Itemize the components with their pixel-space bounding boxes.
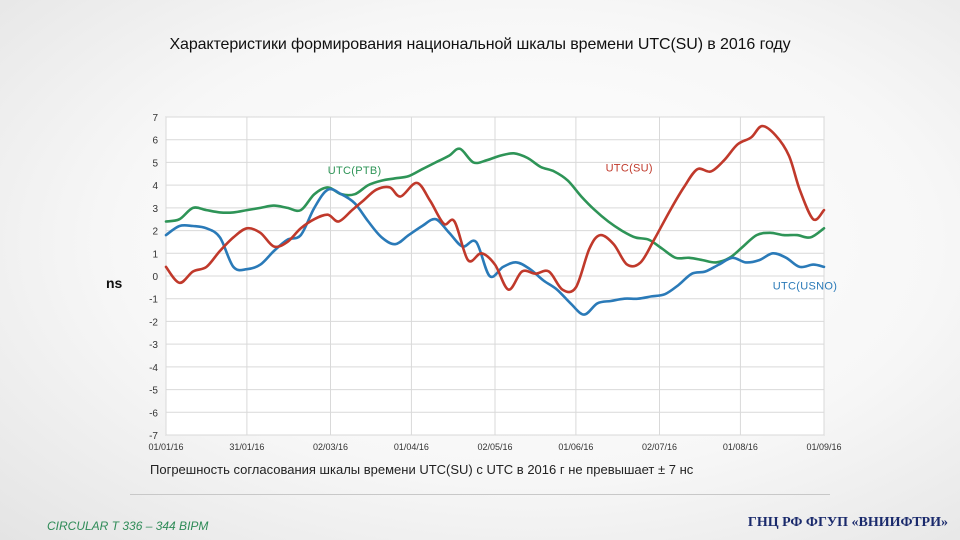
y-tick-label: 7 (152, 113, 158, 124)
y-tick-label: -4 (149, 363, 158, 374)
series-line-utcsu (164, 124, 826, 294)
x-tick-label: 01/08/16 (723, 442, 758, 452)
y-tick-label: 1 (152, 249, 158, 260)
x-tick-label: 01/09/16 (806, 442, 841, 452)
y-tick-label: 4 (152, 181, 158, 192)
x-tick-label: 01/06/16 (558, 442, 593, 452)
footer-divider (130, 494, 830, 495)
footer-source: CIRCULAR T 336 – 344 BIPM (47, 519, 209, 533)
y-tick-label: -1 (149, 295, 158, 306)
y-tick-label: -5 (149, 386, 158, 397)
y-tick-labels: -7 -6 -5 -4 -3 -2 -1 0 1 2 3 4 5 6 7 (149, 113, 158, 442)
y-tick-label: -3 (149, 340, 158, 351)
x-tick-label: 31/01/16 (229, 442, 264, 452)
chart-caption: Погрешность согласования шкалы времени U… (150, 462, 694, 477)
y-tick-label: 2 (152, 227, 158, 238)
y-tick-label: -2 (149, 317, 158, 328)
y-tick-label: -7 (149, 431, 158, 442)
y-tick-label: 5 (152, 158, 158, 169)
x-tick-label: 02/05/16 (477, 442, 512, 452)
series-line-utcusno (164, 187, 826, 316)
x-tick-label: 02/03/16 (313, 442, 348, 452)
y-tick-label: 0 (152, 272, 158, 283)
x-tick-labels: 01/01/16 31/01/16 02/03/16 01/04/16 02/05/16… (148, 442, 841, 452)
series-lines (164, 124, 826, 316)
y-tick-label: 3 (152, 204, 158, 215)
footer-organization: ГНЦ РФ ФГУП «ВНИИФТРИ» (747, 515, 948, 530)
y-tick-label: -6 (149, 408, 158, 419)
series-label-utcusno: UTC(USNO) (773, 281, 837, 293)
series-label-utcptb: UTC(PTB) (328, 165, 382, 177)
chart-title: Характеристики формирования национальной… (169, 36, 791, 53)
y-tick-label: 6 (152, 136, 158, 147)
x-tick-label: 01/04/16 (394, 442, 429, 452)
x-tick-label: 01/01/16 (148, 442, 183, 452)
series-line-utcptb (164, 147, 826, 264)
series-label-utcsu: UTC(SU) (606, 163, 653, 175)
x-tick-label: 02/07/16 (642, 442, 677, 452)
y-axis-label: ns (106, 275, 123, 291)
series-annotations: UTC(PTB) UTC(SU) UTC(USNO) (328, 163, 837, 293)
